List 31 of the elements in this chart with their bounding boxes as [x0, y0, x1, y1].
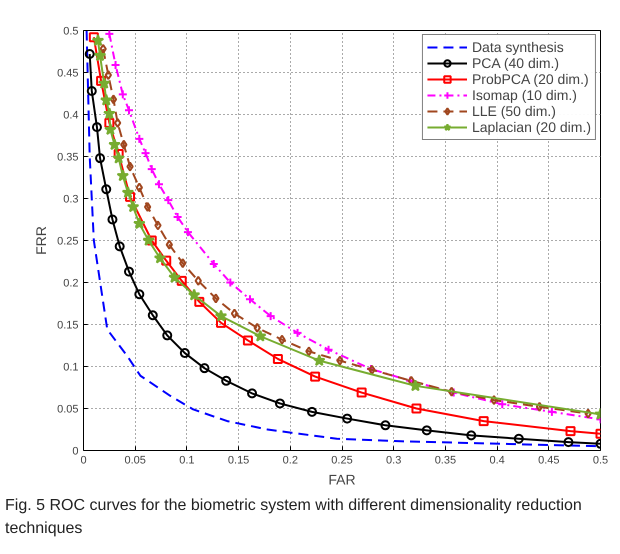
x-axis-title: FAR — [328, 472, 356, 488]
y-tick-label: 0 — [72, 446, 79, 458]
y-tick-label: 0.15 — [57, 320, 79, 332]
y-tick-label: 0.4 — [63, 110, 79, 122]
legend-label: Laplacian (20 dim.) — [472, 119, 591, 135]
x-tick-label: 0.35 — [434, 454, 456, 466]
legend-label: PCA (40 dim.) — [472, 55, 560, 71]
y-tick-label: 0.45 — [57, 68, 79, 80]
legend-label: LLE (50 dim.) — [472, 103, 556, 119]
y-tick-label: 0.5 — [63, 26, 79, 38]
y-tick-label: 0.05 — [57, 404, 79, 416]
x-tick-label: 0.2 — [282, 454, 298, 466]
x-tick-label: 0.25 — [331, 454, 353, 466]
x-tick-label: 0 — [80, 454, 87, 466]
y-tick-label: 0.3 — [63, 194, 79, 206]
legend-label: Isomap (10 dim.) — [472, 87, 577, 103]
legend-label: ProbPCA (20 dim.) — [472, 71, 589, 87]
y-tick-label: 0.35 — [57, 152, 79, 164]
x-tick-label: 0.05 — [124, 454, 146, 466]
x-tick-label: 0.5 — [592, 454, 608, 466]
x-tick-label: 0.45 — [538, 454, 560, 466]
x-tick-label: 0.1 — [179, 454, 195, 466]
y-tick-label: 0.25 — [57, 236, 79, 248]
caption: Fig. 5 ROC curves for the biometric system with different dimensionality reduction techniques — [5, 496, 583, 539]
y-tick-label: 0.1 — [63, 362, 79, 374]
x-tick-label: 0.15 — [228, 454, 250, 466]
x-tick-label: 0.3 — [386, 454, 402, 466]
legend-label: Data synthesis — [472, 39, 564, 55]
y-axis-title: FRR — [33, 226, 50, 255]
y-tick-label: 0.2 — [63, 278, 79, 290]
x-tick-label: 0.4 — [489, 454, 505, 466]
